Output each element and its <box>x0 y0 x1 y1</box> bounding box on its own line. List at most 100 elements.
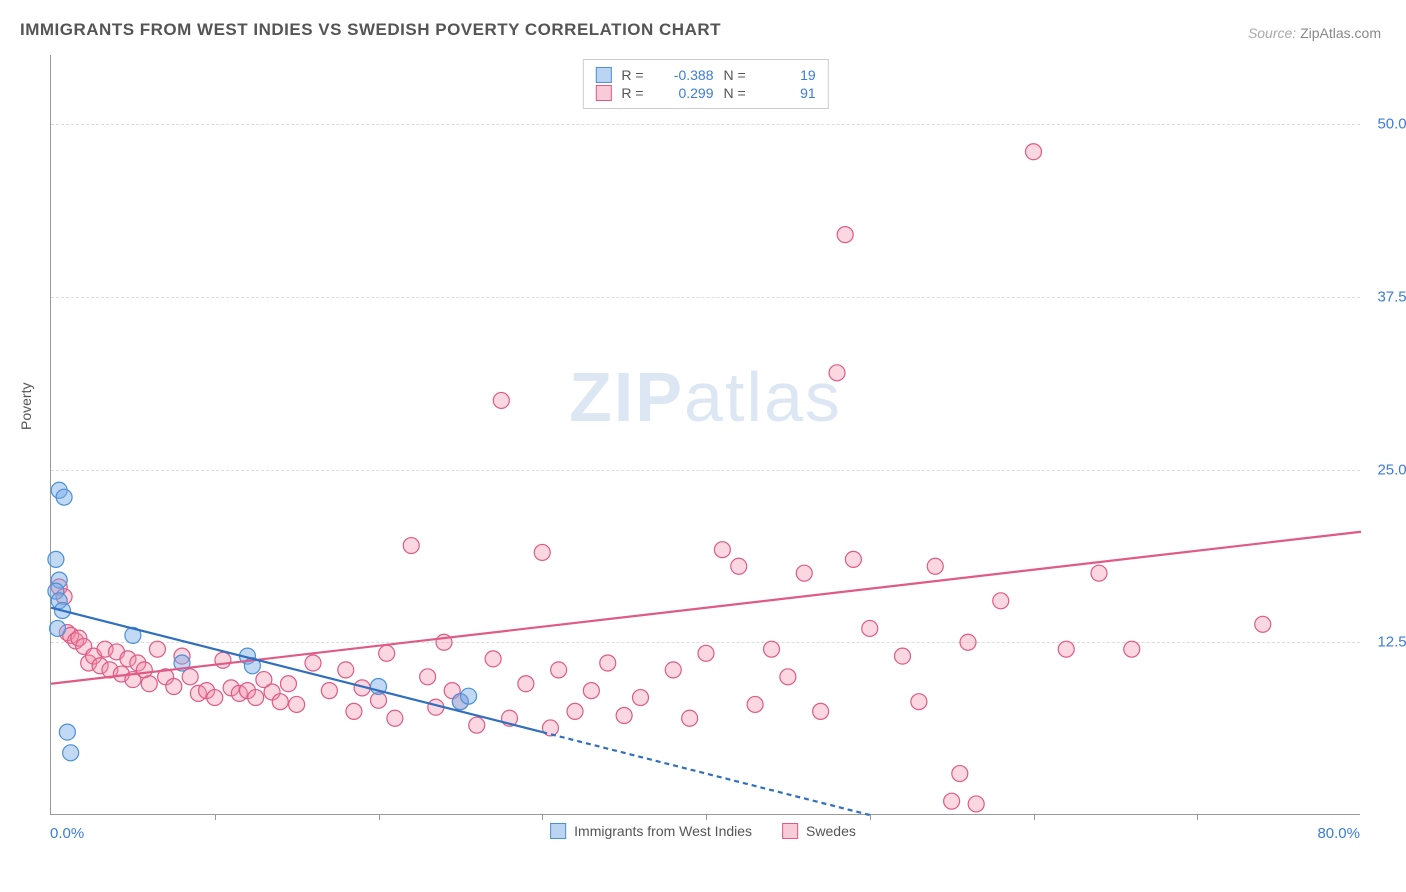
data-point <box>485 651 501 667</box>
data-point <box>1255 616 1271 632</box>
y-tick-label: 12.5% <box>1377 634 1406 651</box>
data-point <box>600 655 616 671</box>
data-point <box>461 688 477 704</box>
legend-swatch-west-indies <box>595 67 611 83</box>
data-point <box>182 669 198 685</box>
series-legend: Immigrants from West Indies Swedes <box>550 823 856 839</box>
x-axis-max-label: 80.0% <box>1317 825 1360 842</box>
data-point <box>960 634 976 650</box>
data-point <box>56 489 72 505</box>
data-point <box>248 690 264 706</box>
data-point <box>567 703 583 719</box>
correlation-legend: R = -0.388 N = 19 R = 0.299 N = 91 <box>582 59 828 109</box>
legend-item-west-indies: Immigrants from West Indies <box>550 823 752 839</box>
x-tick <box>870 814 871 820</box>
data-point <box>714 542 730 558</box>
legend-swatch-swedes-b <box>782 823 798 839</box>
data-point <box>207 690 223 706</box>
data-point <box>837 227 853 243</box>
data-point <box>829 365 845 381</box>
data-point <box>305 655 321 671</box>
n-label: N = <box>724 85 746 101</box>
data-point <box>48 551 64 567</box>
legend-row-west-indies: R = -0.388 N = 19 <box>595 67 815 83</box>
data-point <box>682 710 698 726</box>
data-point <box>50 620 66 636</box>
legend-swatch-west-indies-b <box>550 823 566 839</box>
data-point <box>796 565 812 581</box>
data-point <box>764 641 780 657</box>
data-point <box>387 710 403 726</box>
data-point <box>665 662 681 678</box>
data-point <box>633 690 649 706</box>
chart-plot-area: ZIPatlas R = -0.388 N = 19 R = 0.299 N =… <box>50 55 1360 815</box>
data-point <box>63 745 79 761</box>
y-tick-label: 25.0% <box>1377 461 1406 478</box>
data-point <box>149 641 165 657</box>
legend-row-swedes: R = 0.299 N = 91 <box>595 85 815 101</box>
x-tick <box>1034 814 1035 820</box>
data-point <box>346 703 362 719</box>
r-value-west-indies: -0.388 <box>654 67 714 83</box>
x-axis-min-label: 0.0% <box>50 825 84 842</box>
data-point <box>927 558 943 574</box>
data-point <box>403 538 419 554</box>
data-point <box>813 703 829 719</box>
data-point <box>215 652 231 668</box>
data-point <box>338 662 354 678</box>
data-point <box>551 662 567 678</box>
source-attribution: Source: ZipAtlas.com <box>1248 25 1381 41</box>
n-label: N = <box>724 67 746 83</box>
data-point <box>493 392 509 408</box>
data-point <box>780 669 796 685</box>
data-point <box>518 676 534 692</box>
data-point <box>944 793 960 809</box>
data-point <box>280 676 296 692</box>
data-point <box>993 593 1009 609</box>
data-point <box>616 708 632 724</box>
y-axis-label: Poverty <box>18 383 34 430</box>
data-point <box>59 724 75 740</box>
data-point <box>272 694 288 710</box>
data-point <box>911 694 927 710</box>
data-point <box>583 683 599 699</box>
data-point <box>321 683 337 699</box>
data-point <box>420 669 436 685</box>
data-point <box>845 551 861 567</box>
data-point <box>952 766 968 782</box>
x-tick <box>542 814 543 820</box>
y-tick-label: 50.0% <box>1377 116 1406 133</box>
data-point <box>141 676 157 692</box>
x-tick <box>706 814 707 820</box>
data-point <box>469 717 485 733</box>
data-point <box>289 696 305 712</box>
r-value-swedes: 0.299 <box>654 85 714 101</box>
legend-swatch-swedes <box>595 85 611 101</box>
n-value-west-indies: 19 <box>756 67 816 83</box>
data-point <box>166 678 182 694</box>
legend-label-swedes: Swedes <box>806 823 856 839</box>
y-tick-label: 37.5% <box>1377 288 1406 305</box>
data-point <box>534 544 550 560</box>
data-point <box>862 620 878 636</box>
data-point <box>747 696 763 712</box>
chart-title: IMMIGRANTS FROM WEST INDIES VS SWEDISH P… <box>20 20 721 40</box>
data-point <box>1026 144 1042 160</box>
x-tick <box>215 814 216 820</box>
legend-label-west-indies: Immigrants from West Indies <box>574 823 752 839</box>
data-point <box>968 796 984 812</box>
data-point <box>1058 641 1074 657</box>
data-point <box>698 645 714 661</box>
x-tick <box>379 814 380 820</box>
x-tick <box>1197 814 1198 820</box>
n-value-swedes: 91 <box>756 85 816 101</box>
source-value: ZipAtlas.com <box>1300 25 1381 41</box>
trend-line <box>542 732 870 815</box>
data-point <box>1124 641 1140 657</box>
data-point <box>379 645 395 661</box>
legend-item-swedes: Swedes <box>782 823 856 839</box>
r-label: R = <box>621 67 643 83</box>
data-point <box>731 558 747 574</box>
scatter-svg <box>51 55 1360 814</box>
source-label: Source: <box>1248 25 1296 41</box>
